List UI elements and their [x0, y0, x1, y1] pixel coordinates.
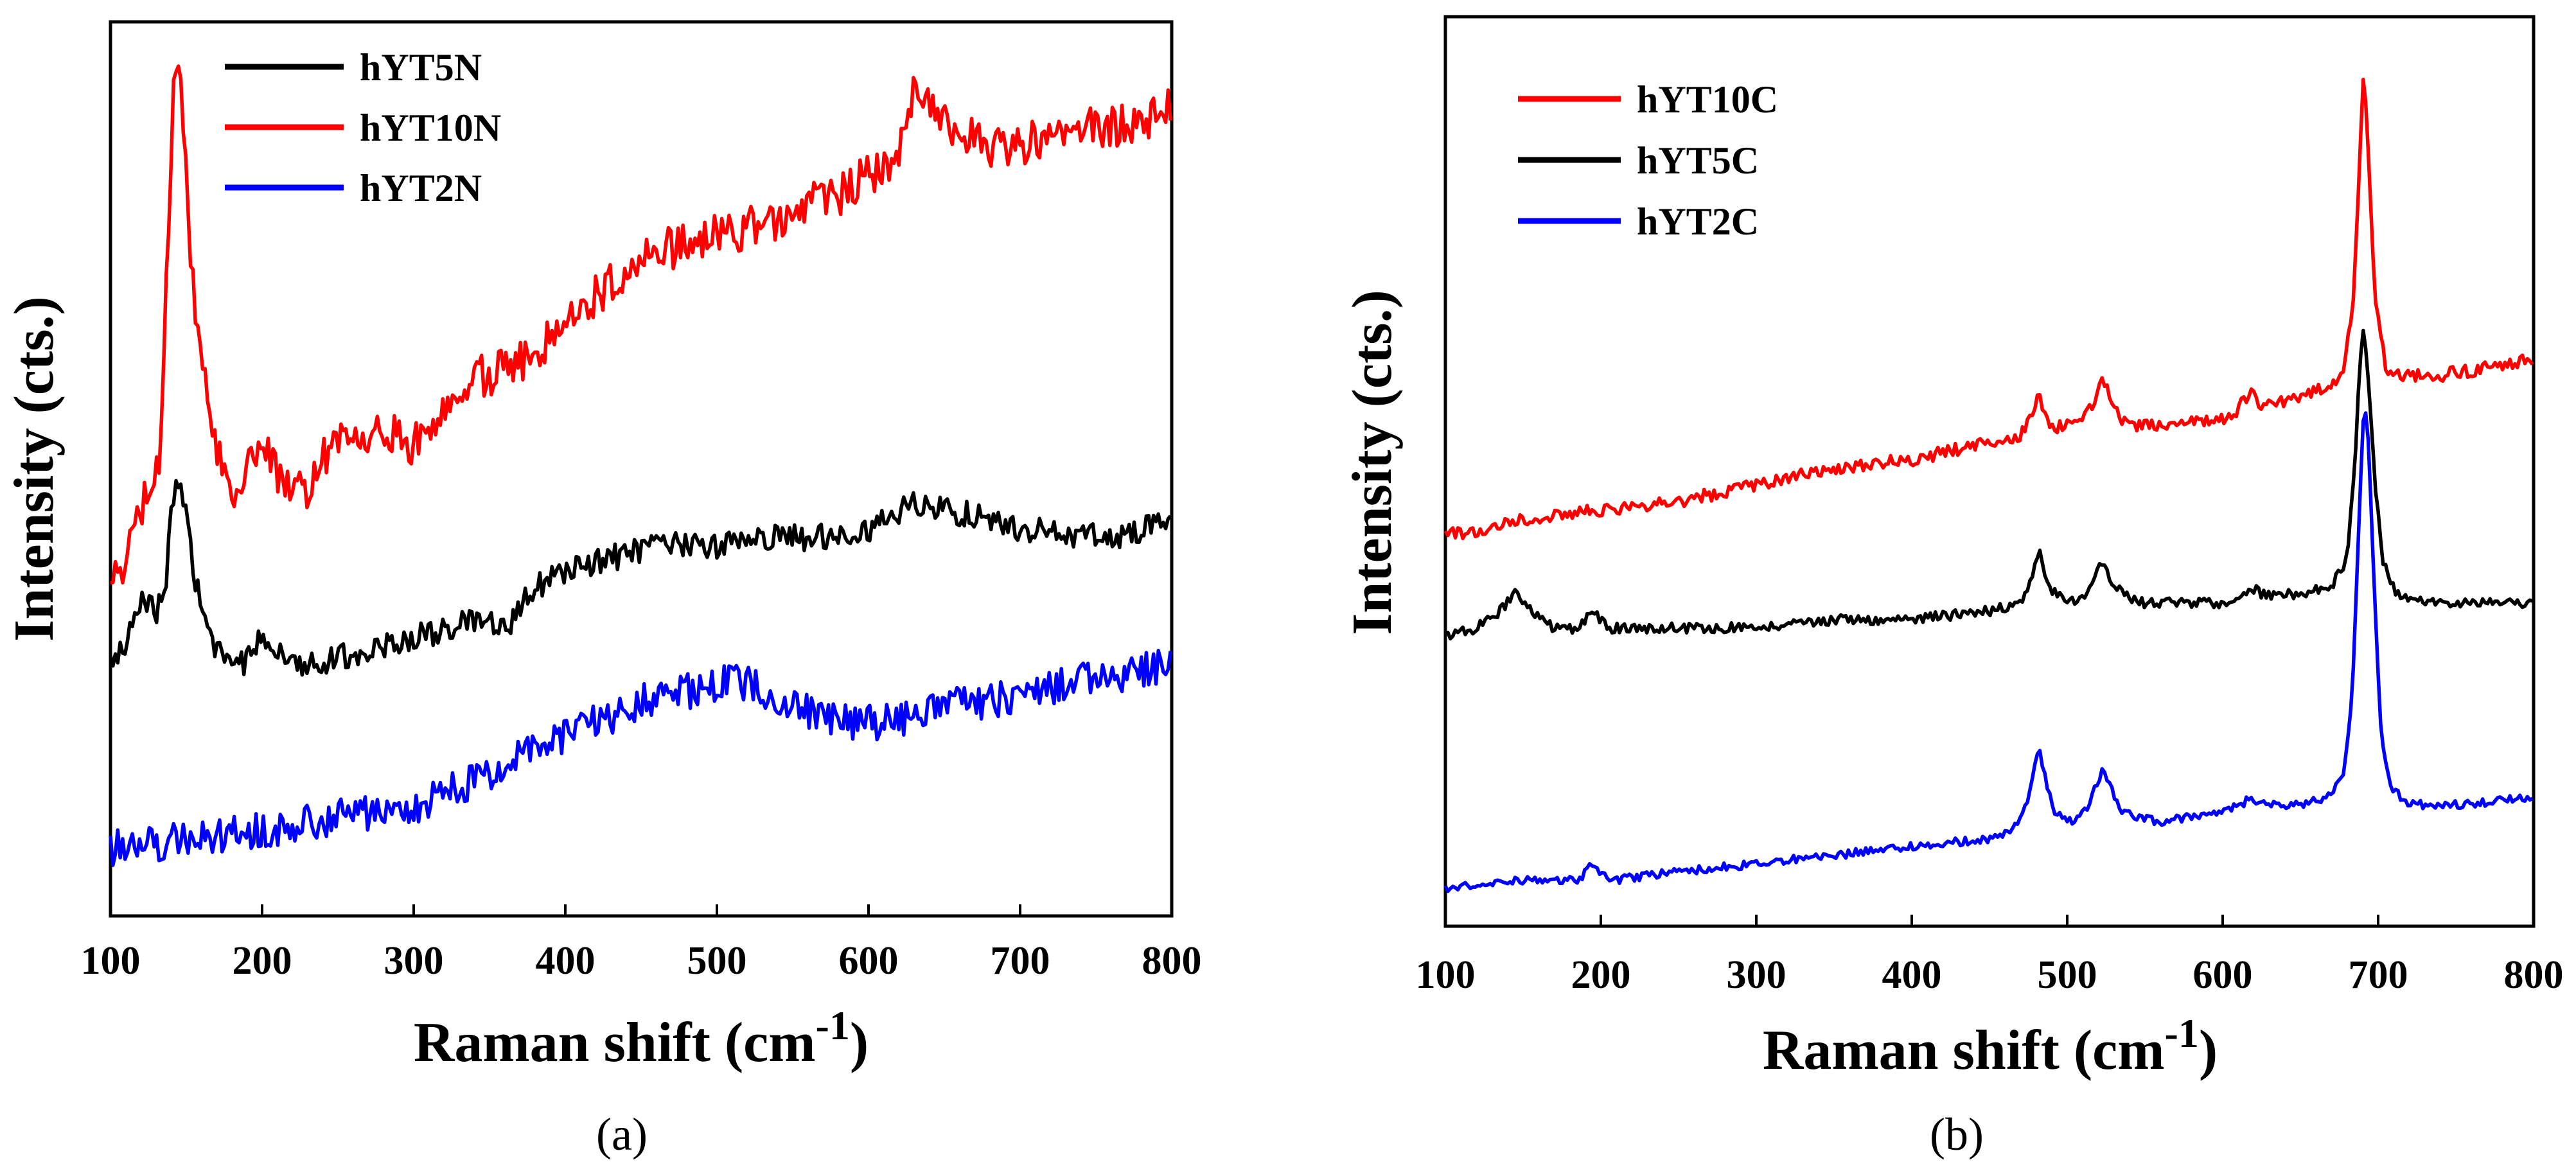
- panel-b-x-tick-label: 600: [2193, 953, 2253, 997]
- legend-label-hYT5C: hYT5C: [1637, 139, 1759, 182]
- panel-a-series-group: [109, 64, 1172, 867]
- panel-a-x-tick-label: 400: [536, 939, 595, 983]
- panel-b-x-tick-label: 100: [1416, 953, 1476, 997]
- panel-b-x-tick-label: 800: [2504, 953, 2564, 997]
- panel-a-caption: (a): [596, 1109, 648, 1160]
- panel-a-series-hYT10N: [110, 64, 1172, 585]
- panel-b-y-axis-title: Intensity (cts.): [1341, 290, 1404, 635]
- panel-a-series-hYT5N: [109, 479, 1172, 677]
- panel-a-x-tick-label: 300: [384, 939, 444, 983]
- panel-b-x-tick-label: 700: [2349, 953, 2408, 997]
- panel-b-x-ticks: 100 200 300 400 500 600 700 800: [1416, 915, 2564, 997]
- panel-b-legend: hYT10C hYT5C hYT2C: [1518, 78, 1778, 243]
- panel-b-plot-frame: [1443, 15, 2536, 928]
- panel-a-x-tick-label: 600: [839, 939, 899, 983]
- panel-b-series-hYT2C: [1443, 411, 2534, 893]
- panel-b-series-group: [1443, 77, 2534, 893]
- panel-b-series-hYT5C: [1445, 328, 2534, 641]
- panel-b-x-tick-label: 200: [1571, 953, 1631, 997]
- panel-b-chart: 100 200 300 400 500 600 700 800 hYT10C hYT5C hYT2…: [1341, 15, 2564, 1160]
- panel-b-series-hYT10C: [1443, 77, 2534, 541]
- panel-a-plot-frame: [109, 20, 1174, 918]
- legend-label-hYT10N: hYT10N: [360, 107, 501, 149]
- legend-label-hYT2C: hYT2C: [1637, 200, 1759, 243]
- panel-a-x-tick-label: 100: [81, 939, 141, 983]
- legend-label-hYT10C: hYT10C: [1637, 78, 1778, 121]
- panel-a-chart: 100 200 300 400 500 600 700 800 hYT5N hYT10N hYT2…: [3, 20, 1202, 1160]
- panel-a-y-axis-title: Intensity (cts.): [3, 296, 66, 642]
- panel-a-x-tick-label: 800: [1142, 939, 1202, 983]
- panel-b-x-axis-title: Raman shift (cm-1): [1763, 1010, 2218, 1082]
- panel-b-x-tick-label: 400: [1882, 953, 1942, 997]
- legend-label-hYT2N: hYT2N: [360, 167, 482, 209]
- panel-b-caption: (b): [1930, 1109, 1984, 1160]
- panel-a-series-hYT2N: [109, 649, 1172, 867]
- panel-a-legend: hYT5N hYT10N hYT2N: [225, 46, 501, 209]
- panel-b-x-tick-label: 300: [1727, 953, 1786, 997]
- panel-a-x-tick-label: 200: [233, 939, 292, 983]
- panel-a-x-ticks: 100 200 300 400 500 600 700 800: [81, 904, 1202, 983]
- panel-a-x-tick-label: 500: [687, 939, 747, 983]
- panel-a-x-axis-title: Raman shift (cm-1): [414, 1003, 869, 1074]
- panel-a-x-tick-label: 700: [991, 939, 1050, 983]
- panel-b-x-tick-label: 500: [2038, 953, 2097, 997]
- legend-label-hYT5N: hYT5N: [360, 46, 482, 89]
